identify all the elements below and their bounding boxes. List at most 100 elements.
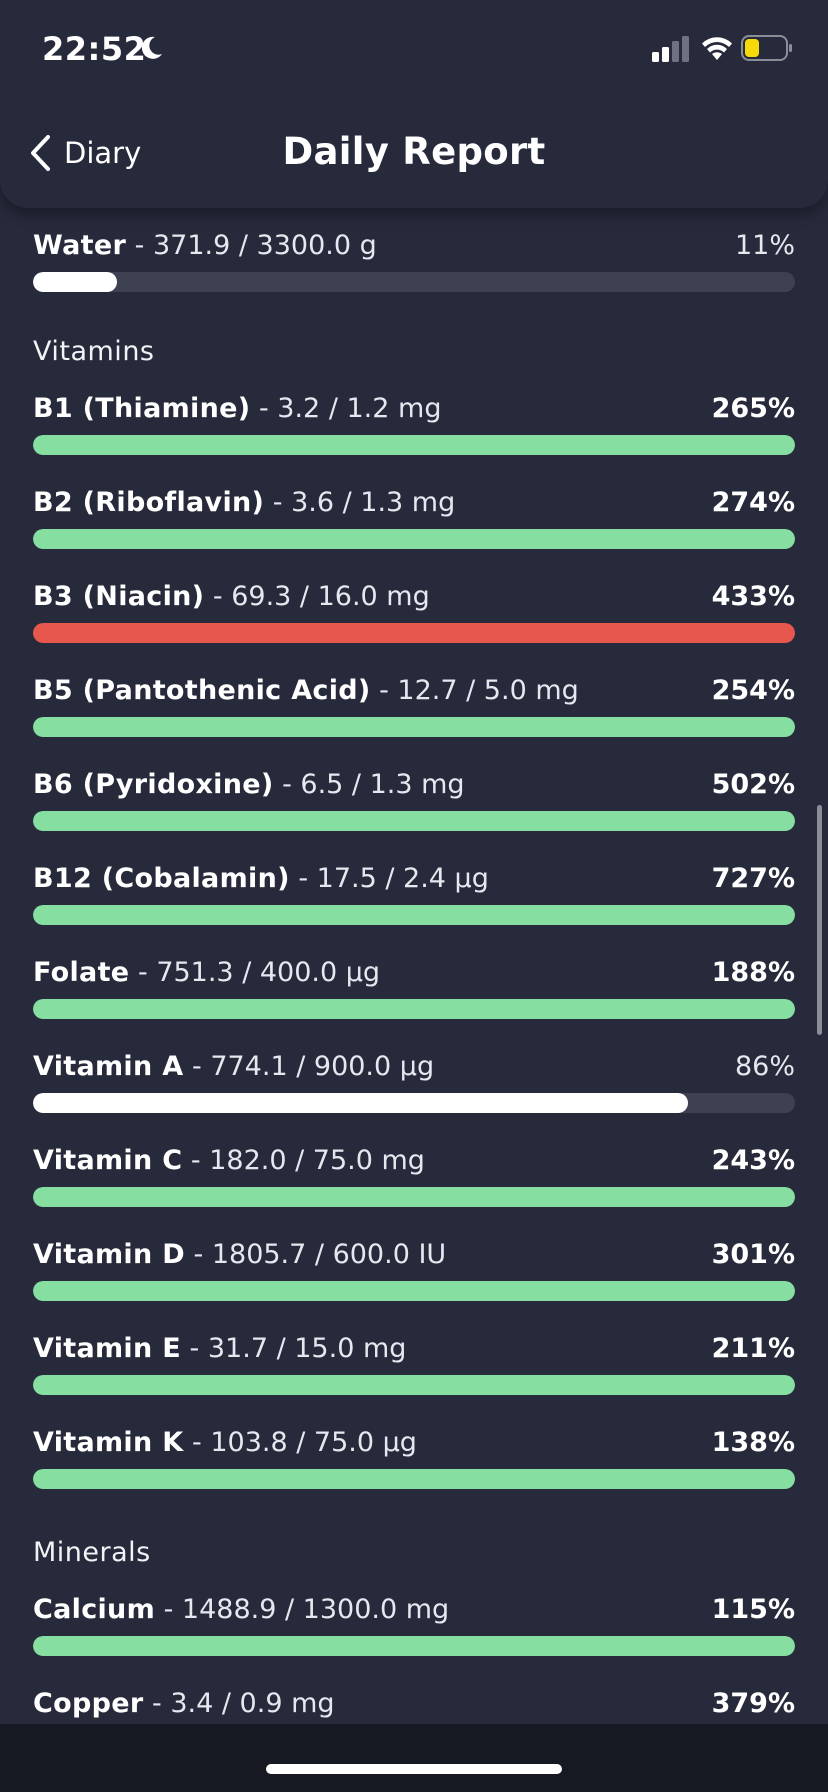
progress-track — [33, 905, 795, 925]
nutrient-percent: 211% — [711, 1333, 795, 1364]
progress-fill — [33, 435, 795, 455]
progress-track — [33, 272, 795, 292]
nutrient-row: B2 (Riboflavin) - 3.6 / 1.3 mg 274% — [33, 483, 795, 549]
progress-track — [33, 1281, 795, 1301]
progress-fill — [33, 272, 117, 292]
nutrient-amount: - 103.8 / 75.0 µg — [183, 1427, 417, 1458]
nutrient-name: B12 (Cobalamin) — [33, 863, 290, 894]
back-button[interactable]: Diary — [28, 128, 141, 178]
nutrient-amount: - 31.7 / 15.0 mg — [180, 1333, 407, 1364]
nutrient-name: B3 (Niacin) — [33, 581, 205, 612]
back-label: Diary — [64, 136, 142, 170]
nutrient-percent: 379% — [711, 1688, 795, 1719]
nutrient-amount: - 774.1 / 900.0 µg — [183, 1051, 435, 1082]
nutrient-percent: 115% — [711, 1594, 795, 1625]
nutrient-row: Calcium - 1488.9 / 1300.0 mg 115% — [33, 1590, 795, 1656]
nutrient-amount: - 1488.9 / 1300.0 mg — [155, 1594, 450, 1625]
progress-track — [33, 1636, 795, 1656]
nutrient-row: B6 (Pyridoxine) - 6.5 / 1.3 mg 502% — [33, 765, 795, 831]
section-title-minerals: Minerals — [33, 1537, 151, 1568]
status-bar: 22:52 — [0, 0, 828, 100]
progress-fill — [33, 999, 795, 1019]
nutrient-amount: - 751.3 / 400.0 µg — [129, 957, 381, 988]
nutrient-name: Vitamin C — [33, 1145, 183, 1176]
bottom-bar — [0, 1724, 828, 1792]
nutrient-row: B5 (Pantothenic Acid) - 12.7 / 5.0 mg 254… — [33, 671, 795, 737]
nutrient-amount: - 17.5 / 2.4 µg — [289, 863, 489, 894]
progress-fill — [33, 1281, 795, 1301]
nutrient-name: Vitamin E — [33, 1333, 181, 1364]
chevron-left-icon — [31, 135, 50, 171]
nutrient-row: Vitamin K - 103.8 / 75.0 µg 138% — [33, 1423, 795, 1489]
nutrient-row: Folate - 751.3 / 400.0 µg 188% — [33, 953, 795, 1019]
nutrient-amount: - 12.7 / 5.0 mg — [370, 675, 579, 706]
battery-icon — [741, 35, 792, 61]
nutrient-row: B1 (Thiamine) - 3.2 / 1.2 mg 265% — [33, 389, 795, 455]
progress-track — [33, 623, 795, 643]
nutrient-percent: 86% — [734, 1051, 795, 1082]
nutrient-name: Folate — [33, 957, 130, 988]
nutrient-percent: 433% — [711, 581, 795, 612]
navigation-header: Diary Daily Report — [0, 100, 828, 208]
page-title: Daily Report — [282, 130, 546, 173]
nutrient-percent: 11% — [734, 230, 795, 261]
progress-fill — [33, 1093, 689, 1113]
progress-track — [33, 999, 795, 1019]
nutrient-row: Copper - 3.4 / 0.9 mg 379% — [33, 1684, 795, 1724]
moon-icon — [141, 36, 162, 59]
nutrient-name: Vitamin K — [33, 1427, 184, 1458]
nutrient-percent: 254% — [711, 675, 795, 706]
nutrient-amount: - 3.4 / 0.9 mg — [143, 1688, 335, 1719]
nutrient-percent: 243% — [711, 1145, 795, 1176]
section-title-vitamins: Vitamins — [33, 336, 155, 367]
progress-track — [33, 1469, 795, 1489]
progress-track — [33, 1093, 795, 1113]
progress-fill — [33, 905, 795, 925]
progress-fill — [33, 1636, 795, 1656]
nutrient-row: Vitamin D - 1805.7 / 600.0 IU 301% — [33, 1235, 795, 1301]
nutrient-row: Vitamin A - 774.1 / 900.0 µg 86% — [33, 1047, 795, 1113]
nutrient-amount: - 6.5 / 1.3 mg — [273, 769, 465, 800]
nutrient-amount: - 371.9 / 3300.0 g — [126, 230, 377, 261]
progress-track — [33, 435, 795, 455]
report-content[interactable]: Water - 371.9 / 3300.0 g 11% Vitamins B1… — [0, 208, 828, 1724]
progress-fill — [33, 811, 795, 831]
progress-track — [33, 717, 795, 737]
progress-track — [33, 1187, 795, 1207]
progress-track — [33, 1375, 795, 1395]
progress-fill — [33, 717, 795, 737]
progress-track — [33, 811, 795, 831]
nutrient-amount: - 1805.7 / 600.0 IU — [184, 1239, 447, 1270]
nutrient-name: Calcium — [33, 1594, 156, 1625]
nutrient-name: Water — [33, 230, 127, 261]
nutrient-name: B5 (Pantothenic Acid) — [33, 675, 371, 706]
nutrient-name: Vitamin D — [33, 1239, 185, 1270]
nutrient-name: Copper — [33, 1688, 144, 1719]
nutrient-name: Vitamin A — [33, 1051, 184, 1082]
nutrient-row: Vitamin E - 31.7 / 15.0 mg 211% — [33, 1329, 795, 1395]
nutrient-percent: 188% — [711, 957, 795, 988]
nutrient-percent: 727% — [711, 863, 795, 894]
cellular-signal-icon — [652, 36, 689, 62]
nutrient-percent: 138% — [711, 1427, 795, 1458]
nutrient-row: Vitamin C - 182.0 / 75.0 mg 243% — [33, 1141, 795, 1207]
nutrient-amount: - 3.2 / 1.2 mg — [250, 393, 442, 424]
nutrient-percent: 265% — [711, 393, 795, 424]
nutrient-amount: - 69.3 / 16.0 mg — [204, 581, 430, 612]
progress-fill — [33, 529, 795, 549]
scroll-indicator[interactable] — [817, 805, 822, 1035]
nutrient-percent: 274% — [711, 487, 795, 518]
progress-track — [33, 529, 795, 549]
nutrient-row: B12 (Cobalamin) - 17.5 / 2.4 µg 727% — [33, 859, 795, 925]
progress-fill — [33, 1187, 795, 1207]
nutrient-row-water: Water - 371.9 / 3300.0 g 11% — [33, 226, 795, 292]
progress-fill — [33, 1375, 795, 1395]
nutrient-percent: 301% — [711, 1239, 795, 1270]
home-indicator[interactable] — [266, 1764, 562, 1774]
nutrient-name: B2 (Riboflavin) — [33, 487, 265, 518]
nutrient-amount: - 182.0 / 75.0 mg — [182, 1145, 425, 1176]
nutrient-amount: - 3.6 / 1.3 mg — [264, 487, 456, 518]
nutrient-name: B6 (Pyridoxine) — [33, 769, 274, 800]
nutrient-percent: 502% — [711, 769, 795, 800]
